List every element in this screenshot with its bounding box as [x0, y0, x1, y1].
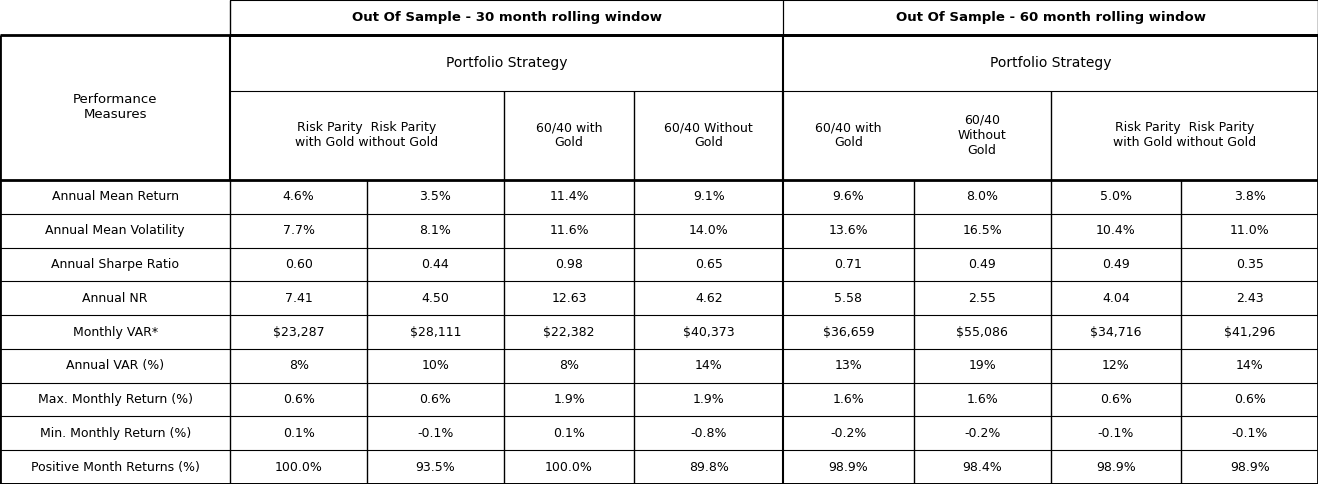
- Text: 60/40 with
Gold: 60/40 with Gold: [536, 121, 602, 149]
- Text: Annual VAR (%): Annual VAR (%): [66, 359, 165, 372]
- Text: 8.0%: 8.0%: [966, 190, 998, 203]
- Text: 4.62: 4.62: [695, 292, 722, 305]
- Text: Risk Parity  Risk Parity
with Gold without Gold: Risk Parity Risk Parity with Gold withou…: [295, 121, 439, 149]
- Text: 9.1%: 9.1%: [693, 190, 725, 203]
- Text: 14.0%: 14.0%: [689, 224, 729, 237]
- Text: 5.58: 5.58: [834, 292, 862, 305]
- Text: -0.1%: -0.1%: [1231, 427, 1268, 440]
- Text: $23,287: $23,287: [273, 326, 324, 338]
- Text: 8.1%: 8.1%: [419, 224, 451, 237]
- Text: $22,382: $22,382: [543, 326, 594, 338]
- Text: 2.55: 2.55: [969, 292, 996, 305]
- Text: 98.4%: 98.4%: [962, 461, 1002, 474]
- Text: 0.60: 0.60: [285, 258, 312, 271]
- Text: 2.43: 2.43: [1236, 292, 1264, 305]
- Text: -0.2%: -0.2%: [963, 427, 1000, 440]
- Text: Max. Monthly Return (%): Max. Monthly Return (%): [38, 393, 192, 406]
- Text: $36,659: $36,659: [822, 326, 874, 338]
- Text: 19%: 19%: [969, 359, 996, 372]
- Text: 0.98: 0.98: [555, 258, 583, 271]
- Text: 0.65: 0.65: [695, 258, 722, 271]
- Text: 0.6%: 0.6%: [419, 393, 451, 406]
- Text: 12%: 12%: [1102, 359, 1130, 372]
- Text: 1.9%: 1.9%: [693, 393, 725, 406]
- Text: 16.5%: 16.5%: [962, 224, 1002, 237]
- Text: 12.63: 12.63: [551, 292, 587, 305]
- Text: 7.7%: 7.7%: [282, 224, 315, 237]
- Text: Portfolio Strategy: Portfolio Strategy: [445, 56, 568, 70]
- Text: Annual NR: Annual NR: [83, 292, 148, 305]
- Text: Risk Parity  Risk Parity
with Gold without Gold: Risk Parity Risk Parity with Gold withou…: [1112, 121, 1256, 149]
- Text: -0.1%: -0.1%: [1098, 427, 1133, 440]
- Text: Annual Mean Volatility: Annual Mean Volatility: [45, 224, 185, 237]
- Text: $55,086: $55,086: [957, 326, 1008, 338]
- Text: 13%: 13%: [834, 359, 862, 372]
- Text: 5.0%: 5.0%: [1101, 190, 1132, 203]
- Text: 0.49: 0.49: [969, 258, 996, 271]
- Text: Out Of Sample - 60 month rolling window: Out Of Sample - 60 month rolling window: [895, 11, 1206, 24]
- Text: -0.1%: -0.1%: [418, 427, 453, 440]
- Text: -0.2%: -0.2%: [830, 427, 867, 440]
- Text: 98.9%: 98.9%: [1230, 461, 1269, 474]
- Text: 0.6%: 0.6%: [283, 393, 315, 406]
- Text: 0.1%: 0.1%: [283, 427, 315, 440]
- Text: 0.71: 0.71: [834, 258, 862, 271]
- Text: Monthly VAR*: Monthly VAR*: [72, 326, 158, 338]
- Text: 0.49: 0.49: [1102, 258, 1130, 271]
- Text: 1.6%: 1.6%: [966, 393, 998, 406]
- Text: 0.1%: 0.1%: [554, 427, 585, 440]
- Text: 100.0%: 100.0%: [274, 461, 323, 474]
- Text: 3.8%: 3.8%: [1234, 190, 1265, 203]
- Text: 11.4%: 11.4%: [550, 190, 589, 203]
- Text: $34,716: $34,716: [1090, 326, 1141, 338]
- Text: 8%: 8%: [559, 359, 579, 372]
- Text: 14%: 14%: [695, 359, 722, 372]
- Text: 3.5%: 3.5%: [419, 190, 451, 203]
- Text: 9.6%: 9.6%: [833, 190, 865, 203]
- Text: 0.6%: 0.6%: [1101, 393, 1132, 406]
- Text: -0.8%: -0.8%: [691, 427, 728, 440]
- Text: 4.50: 4.50: [422, 292, 449, 305]
- Text: 98.9%: 98.9%: [1097, 461, 1136, 474]
- Text: $41,296: $41,296: [1224, 326, 1276, 338]
- Text: 100.0%: 100.0%: [546, 461, 593, 474]
- Text: Performance
Measures: Performance Measures: [72, 93, 157, 121]
- Text: 60/40
Without
Gold: 60/40 Without Gold: [958, 114, 1007, 157]
- Text: 10%: 10%: [422, 359, 449, 372]
- Text: 0.6%: 0.6%: [1234, 393, 1265, 406]
- Text: 4.04: 4.04: [1102, 292, 1130, 305]
- Text: 0.35: 0.35: [1236, 258, 1264, 271]
- Text: 60/40 with
Gold: 60/40 with Gold: [816, 121, 882, 149]
- Text: 4.6%: 4.6%: [283, 190, 315, 203]
- Text: Out Of Sample - 30 month rolling window: Out Of Sample - 30 month rolling window: [352, 11, 662, 24]
- Text: 14%: 14%: [1236, 359, 1264, 372]
- Text: 89.8%: 89.8%: [689, 461, 729, 474]
- Text: Annual Mean Return: Annual Mean Return: [51, 190, 179, 203]
- Text: Portfolio Strategy: Portfolio Strategy: [990, 56, 1111, 70]
- Text: 60/40 Without
Gold: 60/40 Without Gold: [664, 121, 753, 149]
- Text: Min. Monthly Return (%): Min. Monthly Return (%): [40, 427, 191, 440]
- Text: $28,111: $28,111: [410, 326, 461, 338]
- Text: 93.5%: 93.5%: [415, 461, 455, 474]
- Text: 8%: 8%: [289, 359, 308, 372]
- Text: 1.6%: 1.6%: [833, 393, 865, 406]
- Text: 1.9%: 1.9%: [554, 393, 585, 406]
- Text: 0.44: 0.44: [422, 258, 449, 271]
- Text: 10.4%: 10.4%: [1097, 224, 1136, 237]
- Text: 13.6%: 13.6%: [829, 224, 869, 237]
- Text: Annual Sharpe Ratio: Annual Sharpe Ratio: [51, 258, 179, 271]
- Text: 11.6%: 11.6%: [550, 224, 589, 237]
- Text: 98.9%: 98.9%: [829, 461, 869, 474]
- Text: 7.41: 7.41: [285, 292, 312, 305]
- Text: Positive Month Returns (%): Positive Month Returns (%): [30, 461, 199, 474]
- Text: 11.0%: 11.0%: [1230, 224, 1269, 237]
- Text: $40,373: $40,373: [683, 326, 734, 338]
